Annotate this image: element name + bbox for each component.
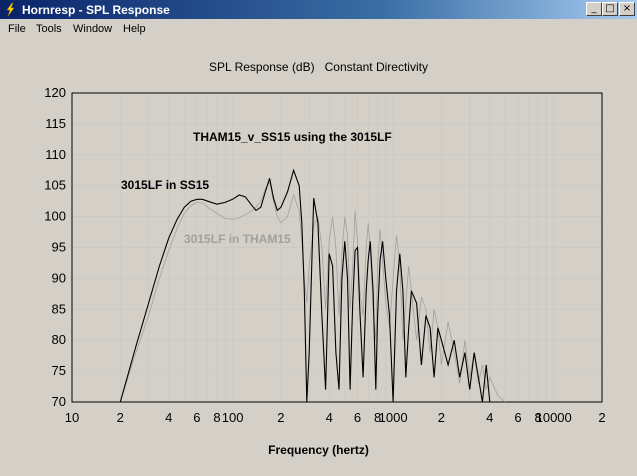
x-tick-label: 4 bbox=[486, 410, 493, 425]
y-tick-label: 90 bbox=[52, 270, 66, 285]
y-tick-label: 105 bbox=[44, 178, 66, 193]
x-tick-label: 6 bbox=[354, 410, 361, 425]
plot-frame bbox=[71, 92, 603, 403]
x-tick-label: 8 bbox=[213, 410, 220, 425]
minimize-icon: _ bbox=[591, 3, 597, 14]
x-tick-label: 100 bbox=[222, 410, 244, 425]
minimize-button[interactable]: _ bbox=[586, 2, 602, 16]
maximize-button[interactable]: □ bbox=[602, 2, 618, 16]
x-tick-label: 6 bbox=[193, 410, 200, 425]
x-tick-label: 2 bbox=[598, 410, 605, 425]
x-tick-label: 2 bbox=[438, 410, 445, 425]
x-tick-label: 1000 bbox=[379, 410, 408, 425]
x-tick-label: 2 bbox=[277, 410, 284, 425]
x-tick-label: 4 bbox=[326, 410, 333, 425]
y-tick-label: 80 bbox=[52, 332, 66, 347]
x-tick-label: 6 bbox=[514, 410, 521, 425]
series-3015lf-in-ss15 bbox=[119, 168, 491, 403]
series-3015lf-in-tham15 bbox=[119, 181, 506, 403]
y-tick-label: 85 bbox=[52, 301, 66, 316]
y-tick-label: 100 bbox=[44, 209, 66, 224]
y-tick-label: 115 bbox=[45, 116, 66, 131]
x-tick-label: 2 bbox=[117, 410, 124, 425]
x-tick-label: 10 bbox=[65, 410, 79, 425]
legend-label-tham15: 3015LF in THAM15 bbox=[184, 232, 291, 246]
x-tick-label: 10000 bbox=[536, 410, 572, 425]
menu-file[interactable]: File bbox=[8, 23, 26, 35]
window-title: Hornresp - SPL Response bbox=[22, 3, 170, 17]
x-tick-label: 8 bbox=[374, 410, 381, 425]
x-tick-label: 8 bbox=[534, 410, 541, 425]
maximize-icon: □ bbox=[605, 3, 615, 14]
y-tick-label: 120 bbox=[44, 85, 66, 100]
title-bar: Hornresp - SPL Response _ □ × bbox=[0, 0, 637, 19]
close-button[interactable]: × bbox=[619, 2, 635, 16]
chart-title: SPL Response (dB) Constant Directivity bbox=[209, 60, 428, 74]
chart-subtitle-annotation: THAM15_v_SS15 using the 3015LF bbox=[193, 130, 392, 144]
legend-label-ss15: 3015LF in SS15 bbox=[121, 178, 209, 192]
menu-tools[interactable]: Tools bbox=[36, 23, 62, 35]
x-tick-label: 4 bbox=[165, 410, 172, 425]
y-tick-label: 75 bbox=[52, 363, 66, 378]
x-axis-label: Frequency (hertz) bbox=[268, 443, 369, 457]
hornresp-app-icon[interactable] bbox=[3, 2, 18, 17]
menu-window[interactable]: Window bbox=[73, 23, 113, 35]
menu-bar: File Tools Window Help bbox=[0, 20, 637, 38]
y-tick-label: 95 bbox=[52, 240, 66, 255]
y-tick-label: 70 bbox=[52, 394, 66, 409]
close-icon: × bbox=[622, 3, 632, 14]
menu-help[interactable]: Help bbox=[123, 23, 146, 35]
y-tick-label: 110 bbox=[45, 147, 66, 162]
